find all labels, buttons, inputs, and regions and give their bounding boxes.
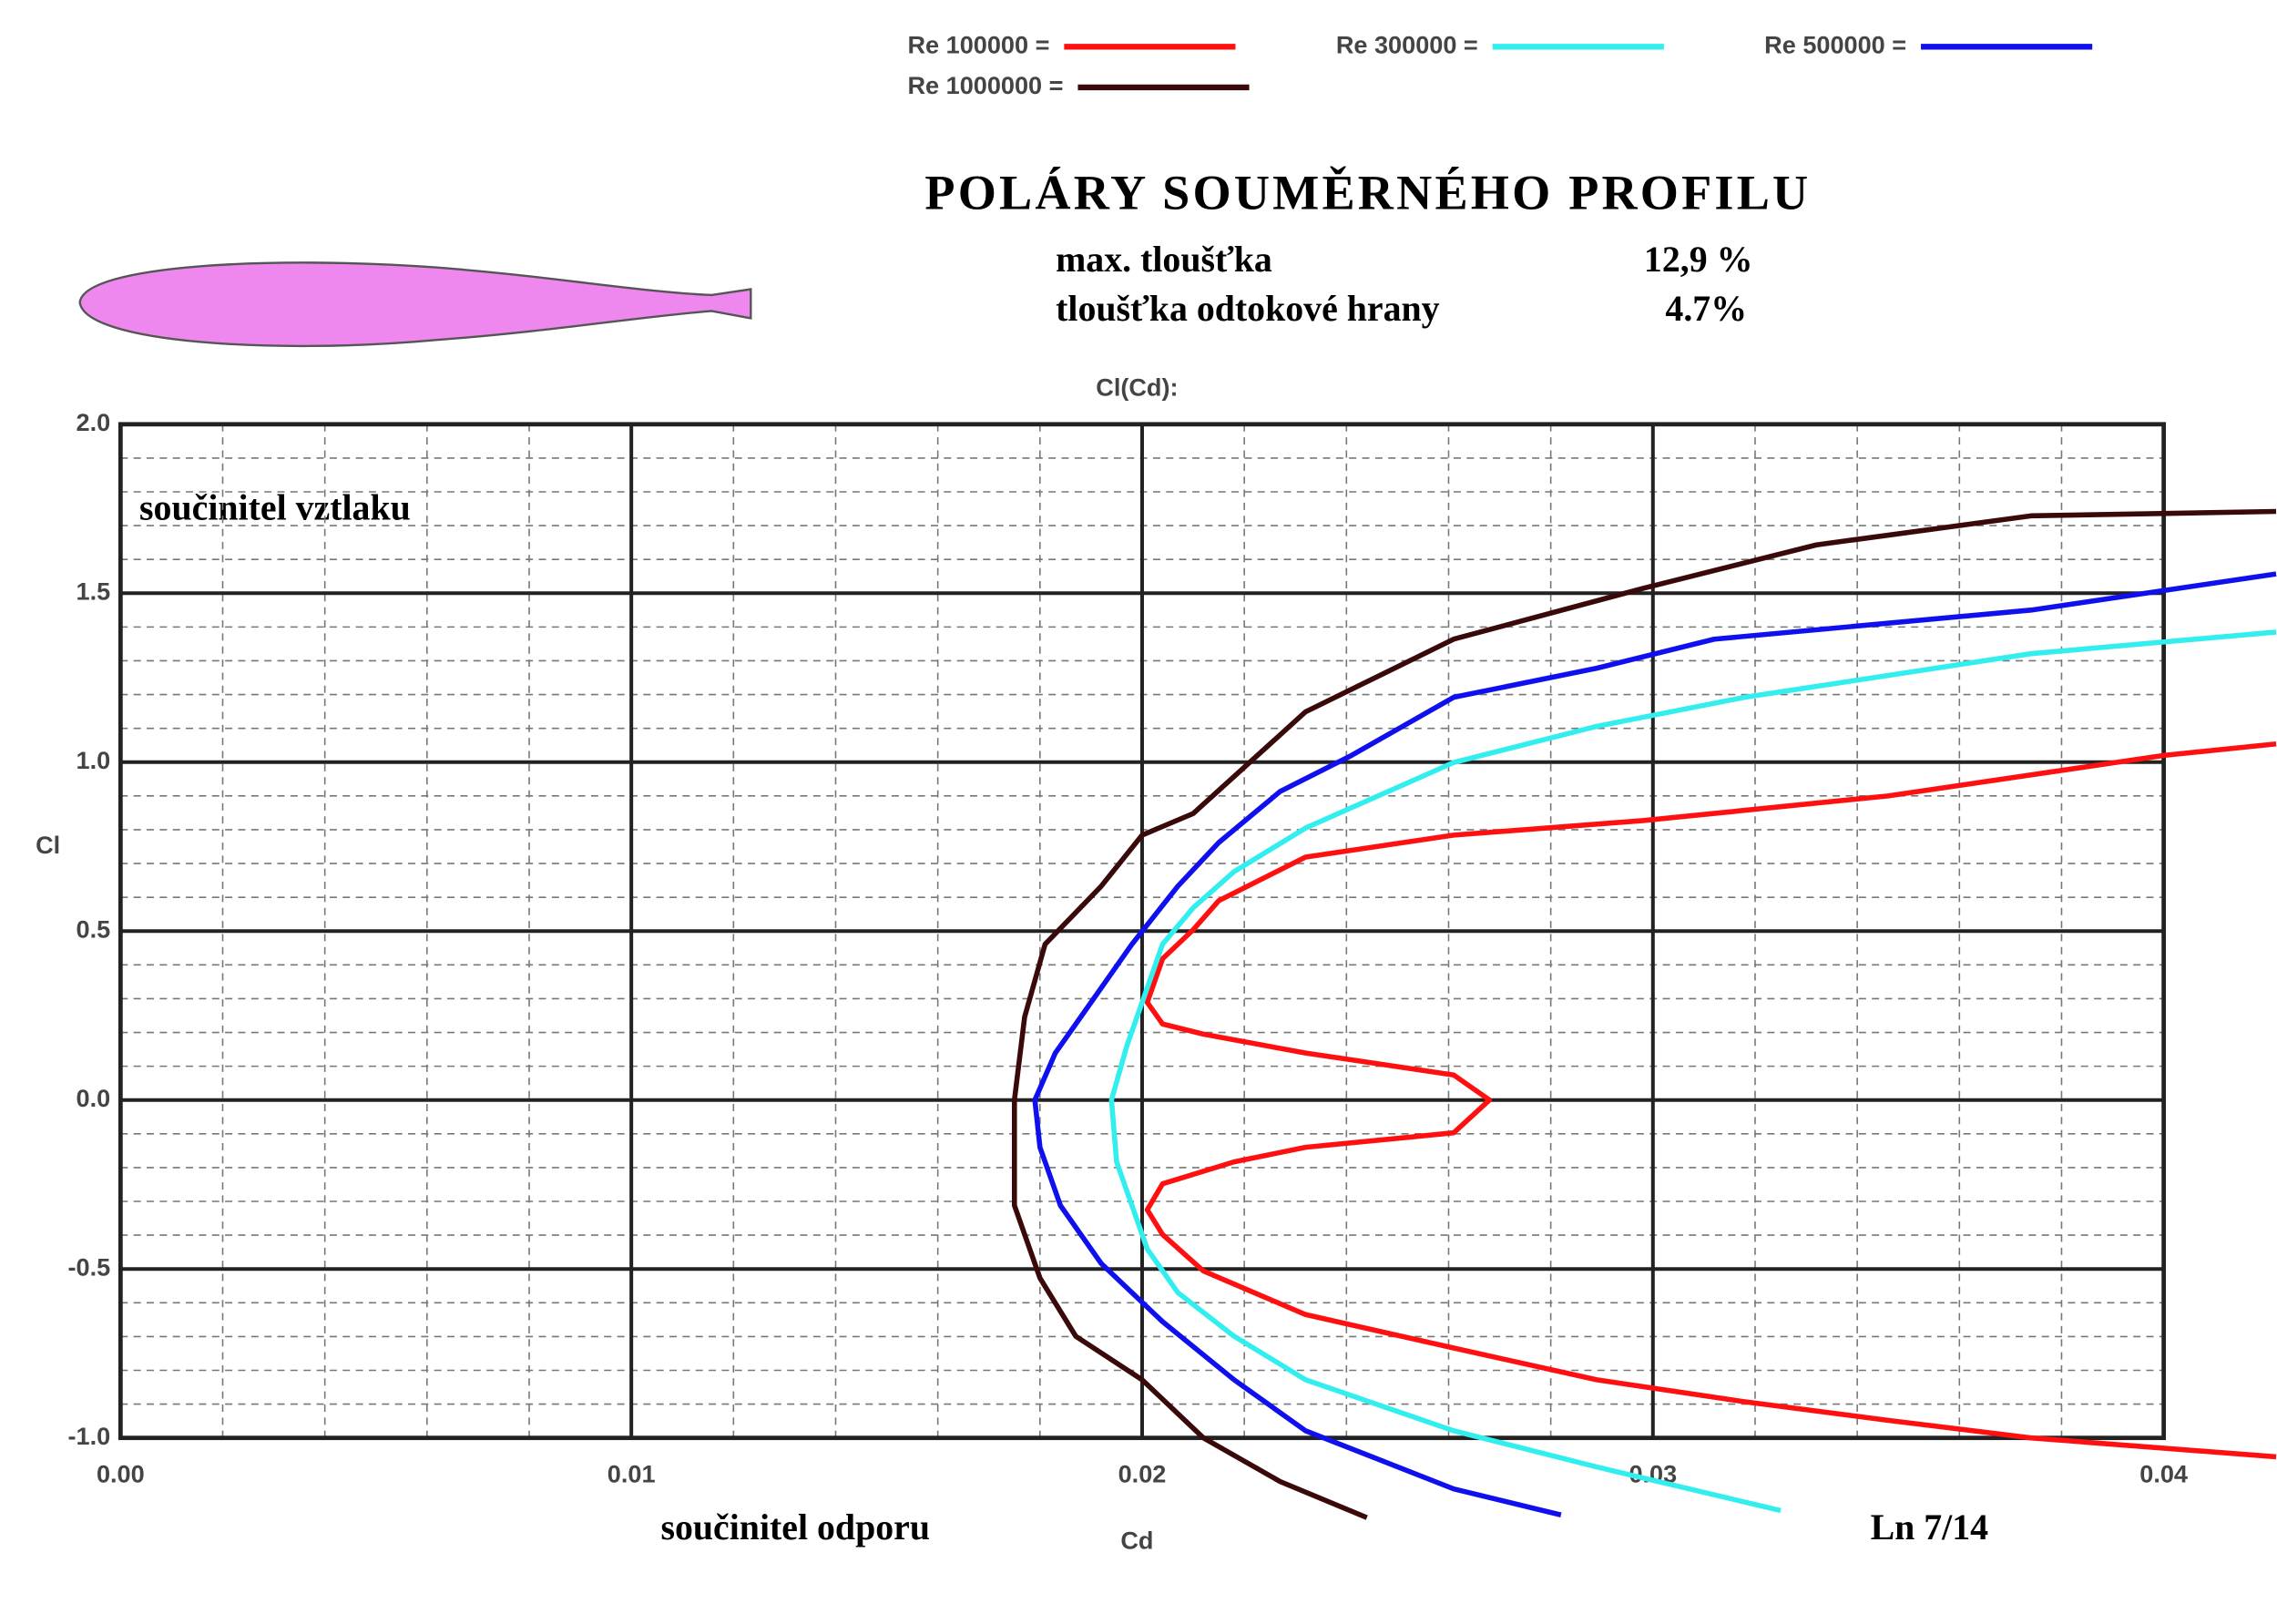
annotation: součinitel odporu bbox=[660, 1507, 930, 1547]
x-tick-label: 0.00 bbox=[97, 1459, 145, 1487]
info-value: 12,9 % bbox=[1644, 239, 1753, 280]
info-value: 4.7% bbox=[1665, 288, 1747, 329]
y-tick-label: -0.5 bbox=[67, 1252, 110, 1281]
info-label: tloušťka odtokové hrany bbox=[1056, 288, 1440, 329]
series-line bbox=[1032, 571, 2277, 1517]
series-line bbox=[1144, 741, 2277, 1460]
x-axis-label: Cd bbox=[1120, 1527, 1153, 1555]
y-tick-label: 2.0 bbox=[77, 408, 111, 436]
plot-frame bbox=[117, 422, 2167, 1441]
legend-label: Re 500000 = bbox=[1764, 30, 1906, 58]
y-tick-label: -1.0 bbox=[67, 1422, 110, 1450]
legend-label: Re 100000 = bbox=[907, 30, 1049, 58]
x-tick-label: 0.02 bbox=[1118, 1459, 1167, 1487]
y-axis-label: Cl bbox=[36, 831, 60, 859]
series-line bbox=[1108, 629, 2277, 1514]
y-tick-label: 1.0 bbox=[77, 746, 111, 774]
chart-title: Cl(Cd): bbox=[1096, 373, 1178, 402]
legend-label: Re 300000 = bbox=[1336, 30, 1478, 58]
x-tick-label: 0.01 bbox=[608, 1459, 656, 1487]
title: POLÁRY SOUMĚRNÉHO PROFILU bbox=[924, 166, 1811, 220]
annotation: součinitel vztlaku bbox=[139, 487, 411, 528]
series-line bbox=[1011, 508, 2277, 1520]
airfoil bbox=[78, 261, 752, 348]
legend-label: Re 1000000 = bbox=[907, 71, 1063, 99]
y-tick-label: 0.5 bbox=[77, 914, 111, 943]
y-tick-label: 0.0 bbox=[77, 1084, 111, 1112]
info-label: max. tloušťka bbox=[1056, 239, 1272, 280]
y-tick-label: 1.5 bbox=[77, 577, 111, 605]
x-tick-label: 0.04 bbox=[2139, 1459, 2188, 1487]
annotation: Ln 7/14 bbox=[1871, 1507, 1989, 1547]
